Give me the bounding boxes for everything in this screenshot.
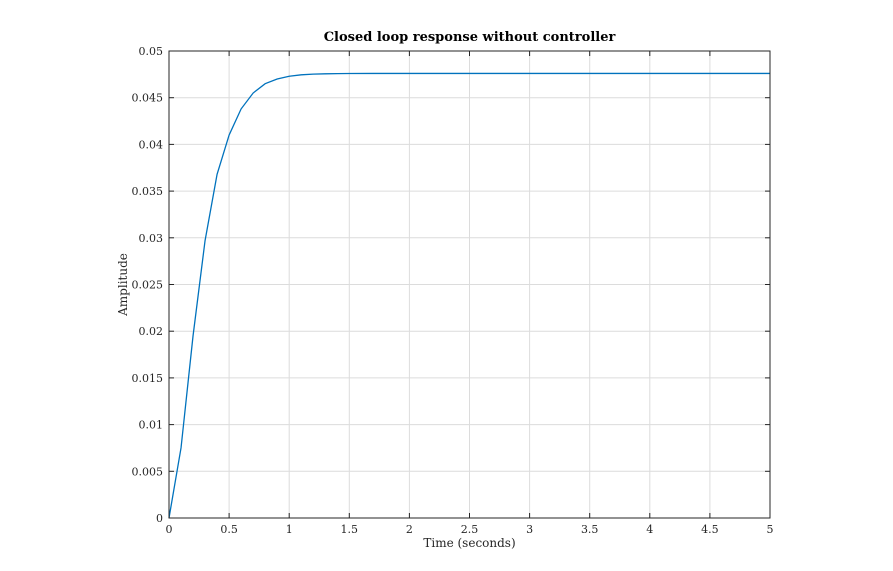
x-tick-label: 1.5 xyxy=(341,523,359,536)
x-tick-label: 3 xyxy=(526,523,533,536)
grid-lines xyxy=(169,51,770,518)
y-tick-label: 0.04 xyxy=(139,138,164,151)
y-tick-label: 0.045 xyxy=(132,92,164,105)
y-tick-label: 0 xyxy=(156,512,163,525)
y-axis-label: Amplitude xyxy=(116,253,130,317)
x-tick-label: 4 xyxy=(646,523,653,536)
chart-title: Closed loop response without controller xyxy=(324,30,616,45)
x-tick-label: 1 xyxy=(286,523,293,536)
x-tick-label: 5 xyxy=(767,523,774,536)
series-group xyxy=(168,72,770,519)
y-tick-label: 0.03 xyxy=(139,232,164,245)
plot-frame xyxy=(168,50,771,519)
y-tick-label: 0.005 xyxy=(132,465,164,478)
x-axis-label: Time (seconds) xyxy=(423,536,515,550)
series-line xyxy=(168,72,770,519)
x-tick-label: 4.5 xyxy=(701,523,719,536)
x-tick-label: 2 xyxy=(406,523,413,536)
y-tick-label: 0.035 xyxy=(132,185,164,198)
y-tick-label: 0.025 xyxy=(132,279,164,292)
x-tick-label: 2.5 xyxy=(461,523,479,536)
y-tick-label: 0.01 xyxy=(139,419,164,432)
y-tick-label: 0.02 xyxy=(139,325,164,338)
x-tick-label: 0 xyxy=(166,523,173,536)
x-tick-label: 3.5 xyxy=(581,523,599,536)
y-tick-label: 0.015 xyxy=(132,372,164,385)
y-tick-label: 0.05 xyxy=(139,45,164,58)
x-tick-label: 0.5 xyxy=(220,523,238,536)
